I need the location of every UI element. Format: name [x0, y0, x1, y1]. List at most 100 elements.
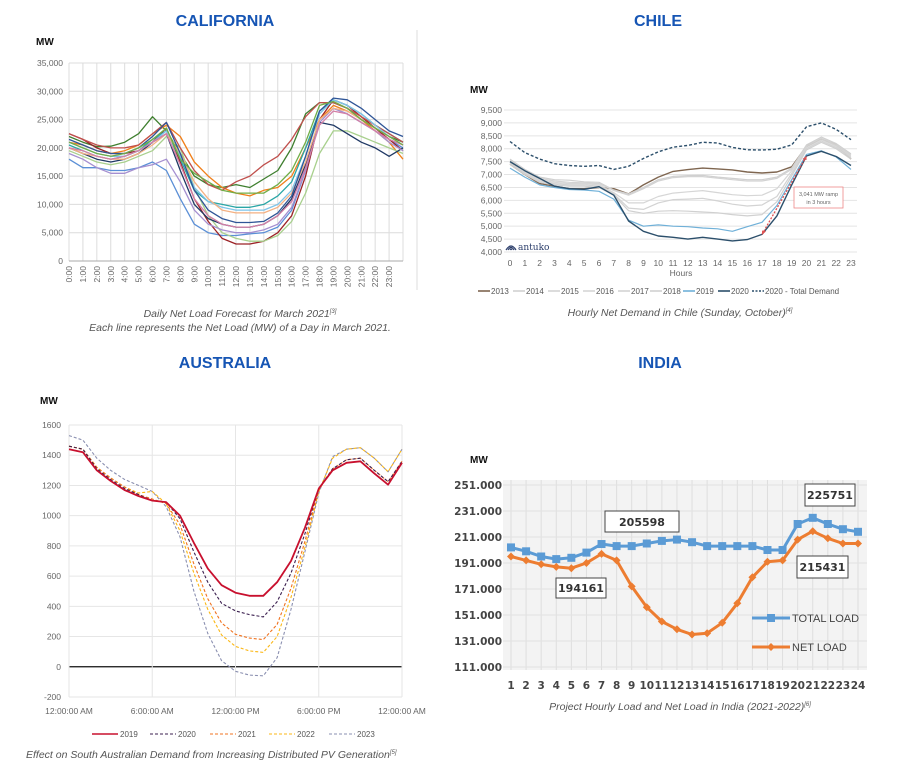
- australia-chart: -200 0 200 400 600 800 1000 1200 1400 1600 12:00:0…: [42, 420, 426, 739]
- y-tick-label: 1600: [42, 420, 61, 430]
- california-chart: 0 5,000 10,000 15,000 20,000 25,000 30,000 35,0…: [37, 58, 404, 288]
- y-tick-label: 171.000: [454, 584, 502, 596]
- total-load-marker: [522, 547, 531, 556]
- chile-annotation: 3,041 MW ramp in 3 hours: [793, 186, 844, 209]
- antuko-logo: antuko: [505, 243, 549, 253]
- net-load-marker: [552, 562, 561, 571]
- x-tick-label: 11: [669, 258, 678, 268]
- net-load-marker: [778, 556, 787, 565]
- x-tick-label: 4: [553, 680, 560, 692]
- antuko-logo-text: antuko: [518, 243, 549, 253]
- total-load-marker: [672, 535, 681, 544]
- x-tick-label: 1:00: [78, 266, 88, 283]
- x-tick-label: 9:00: [189, 266, 199, 283]
- india-unit-label: MW: [470, 455, 488, 466]
- net-load-marker: [808, 527, 817, 536]
- net-load-marker: [567, 564, 576, 573]
- x-tick-label: 7:00: [161, 266, 171, 283]
- legend-label: 2017: [631, 287, 649, 296]
- california-series-line-11: [68, 107, 404, 214]
- chile-series-2020: [509, 150, 852, 242]
- india-caption: Project Hourly Load and Net Load in Indi…: [549, 701, 811, 713]
- x-tick-label: 4: [567, 258, 572, 268]
- total-load-marker: [763, 546, 772, 554]
- y-tick-label: 8,500: [481, 131, 503, 141]
- y-tick-label: 10,000: [37, 199, 63, 209]
- x-tick-label: 10:00: [203, 266, 213, 288]
- x-tick-label: 5:00: [134, 266, 144, 283]
- total-load-marker: [688, 538, 697, 547]
- data-label-net-peak: 215431: [800, 561, 846, 574]
- y-tick-label: 211.000: [454, 532, 502, 544]
- legend-label: 2019: [696, 287, 714, 296]
- x-tick-label: 5: [582, 258, 587, 268]
- x-tick-label: 7: [611, 258, 616, 268]
- x-tick-label: 11:00: [217, 266, 227, 287]
- x-tick-label: 6: [597, 258, 602, 268]
- total-load-marker: [657, 536, 666, 545]
- total-load-marker: [552, 555, 561, 564]
- x-tick-label: 18: [760, 680, 775, 692]
- x-tick-label: 14: [700, 680, 715, 692]
- legend-label: 2023: [357, 730, 375, 739]
- net-load-marker: [703, 629, 712, 638]
- legend-label: 2015: [561, 287, 579, 296]
- data-label-box: [804, 483, 856, 507]
- annotation-line1: 3,041 MW ramp: [799, 192, 838, 198]
- legend-label: NET LOAD: [792, 642, 847, 654]
- x-tick-label: 8: [613, 680, 620, 692]
- x-tick-label: 13:00: [245, 266, 255, 288]
- y-tick-label: 35,000: [37, 58, 63, 68]
- x-tick-label: 23: [846, 258, 856, 268]
- total-load-marker: [537, 552, 546, 561]
- net-load-marker: [748, 573, 757, 582]
- legend-label: 2013: [491, 287, 509, 296]
- legend-label: TOTAL LOAD: [792, 613, 859, 625]
- x-tick-label: 14:00: [259, 266, 269, 288]
- y-tick-label: 4,500: [481, 234, 503, 244]
- chile-caption: Hourly Net Demand in Chile (Sunday, Octo…: [568, 307, 793, 319]
- chile-title: CHILE: [634, 13, 682, 30]
- x-tick-label: 21:00: [356, 266, 366, 288]
- legend-label: 2014: [526, 287, 544, 296]
- x-tick-label: 22: [831, 258, 841, 268]
- x-tick-label: 6:00: [148, 266, 158, 283]
- x-tick-label: 11: [655, 680, 670, 692]
- y-tick-label: 0: [56, 662, 61, 672]
- legend-label: 2018: [663, 287, 681, 296]
- x-tick-label: 20: [790, 680, 805, 692]
- legend-label: 2021: [238, 730, 256, 739]
- x-tick-label: 9: [628, 680, 635, 692]
- x-tick-label: 5: [568, 680, 575, 692]
- x-tick-label: 22:00: [370, 266, 380, 288]
- net-load-marker: [823, 534, 832, 543]
- australia-series-2021: [68, 445, 403, 641]
- x-tick-label: 12: [670, 680, 685, 692]
- x-tick-label: 8: [626, 258, 631, 268]
- ramp-arrow-head: [802, 155, 807, 160]
- y-tick-label: 30,000: [37, 86, 63, 96]
- y-tick-label: 151.000: [454, 610, 502, 622]
- total-load-marker: [838, 525, 847, 534]
- x-tick-label: 22: [821, 680, 836, 692]
- x-axis-title: Hours: [670, 268, 693, 278]
- x-tick-label: 20:00: [342, 266, 352, 288]
- chile-chart: 4,000 4,500 5,000 5,500 6,000 6,500 7,000 7,500…: [478, 105, 857, 296]
- total-load-marker: [582, 548, 591, 557]
- y-tick-label: 7,500: [481, 157, 503, 167]
- y-tick-label: 15,000: [37, 171, 63, 181]
- chile-series-2020---total-demand: [509, 122, 852, 171]
- chile-series-2015: [509, 137, 852, 196]
- y-tick-label: 251.000: [454, 480, 502, 492]
- x-tick-label: 3:00: [106, 266, 116, 283]
- total-load-marker: [748, 542, 757, 551]
- x-tick-label: 6: [583, 680, 590, 692]
- y-tick-label: 0: [58, 256, 63, 266]
- australia-series-2019: [68, 448, 403, 597]
- net-load-marker: [537, 560, 546, 569]
- x-tick-label: 19: [775, 680, 790, 692]
- x-tick-label: 23:00: [384, 266, 394, 288]
- data-label-total-peak: 225751: [807, 489, 853, 502]
